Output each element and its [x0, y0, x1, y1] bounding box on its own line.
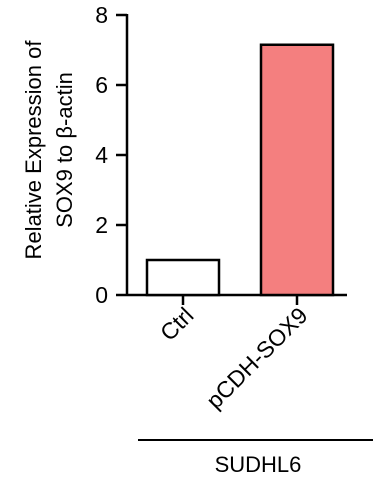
y-tick-label: 0	[95, 282, 108, 308]
y-axis-title-line-2: SOX9 to β-actin	[52, 72, 77, 228]
y-axis-ticks: 0 2 4 6 8	[95, 2, 127, 308]
x-tick-label: Ctrl	[155, 302, 199, 346]
y-tick-label: 2	[95, 212, 108, 238]
y-tick-label: 4	[95, 142, 108, 168]
y-tick-label: 6	[95, 72, 108, 98]
x-tick-label: pCDH-SOX9	[201, 302, 312, 413]
x-axis-ticks: Ctrl pCDH-SOX9	[155, 295, 313, 414]
group-label: SUDHL6	[215, 452, 302, 477]
y-axis-title-line-1: Relative Expression of	[21, 40, 46, 260]
bars	[145, 43, 335, 297]
bar-pcdh-sox9	[259, 43, 335, 297]
bar-ctrl	[145, 258, 221, 297]
y-tick-label: 8	[95, 2, 108, 28]
